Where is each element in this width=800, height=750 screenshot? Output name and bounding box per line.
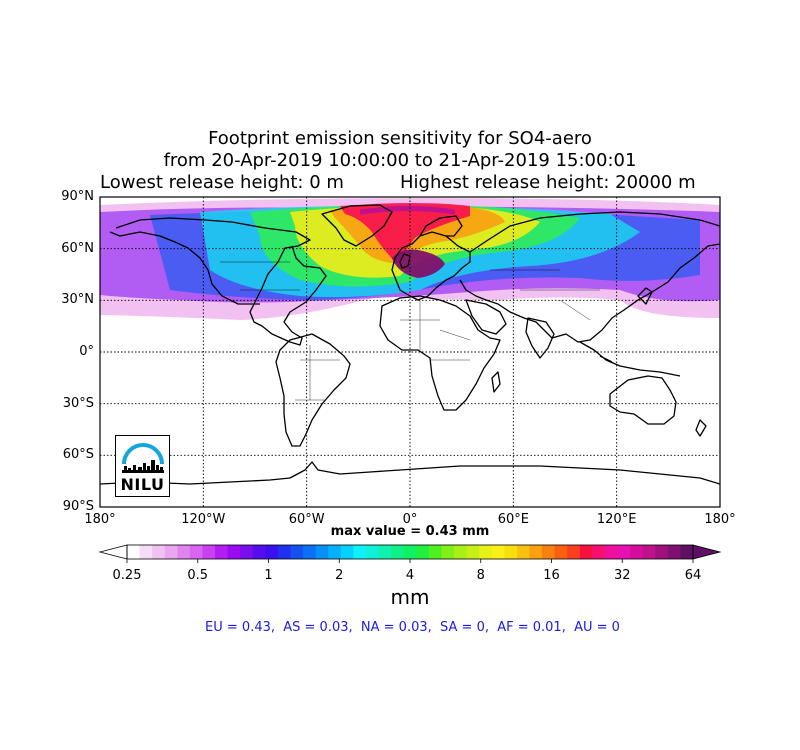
country-borders (220, 261, 600, 401)
title-line-1: Footprint emission sensitivity for SO4-a… (208, 128, 592, 149)
map-frame (99, 196, 721, 508)
border-asia-1 (490, 269, 600, 321)
colorbar-tick-label: 4 (405, 568, 415, 583)
colorbar-tick-label: 32 (613, 568, 631, 583)
longitude-label: 180° (704, 512, 736, 527)
border-africa-1 (400, 300, 471, 361)
greenland-outline (321, 204, 393, 247)
latitude-label: 60°N (61, 240, 94, 256)
longitude-label: 180° (84, 512, 116, 527)
uk-outline (399, 253, 411, 269)
japan-outline (637, 287, 653, 305)
new-zealand-outline (695, 419, 707, 437)
colorbar-unit-label: mm (390, 585, 430, 609)
southeast-asia-outline (579, 341, 681, 377)
plume-band-red (340, 203, 470, 262)
longitude-label: 0° (402, 512, 418, 527)
latitude-label: 60°S (62, 447, 94, 463)
colorbar-tick-label: 1 (264, 568, 273, 583)
madagascar-outline (491, 371, 501, 393)
longitude-label: 60°W (288, 512, 325, 527)
south-america-outline (275, 333, 351, 447)
nilu-logo-text: NILU (120, 475, 165, 494)
colorbar-tick-label: 16 (543, 568, 560, 583)
latitude-label: 90°S (62, 499, 94, 514)
latitude-label: 90°N (61, 189, 94, 204)
colorbar-tick-label: 0.25 (112, 568, 142, 583)
north-america-outline (109, 217, 327, 346)
title-lowest-release: Lowest release height: 0 m (100, 172, 344, 193)
nilu-logo: NILU (115, 435, 170, 497)
asia-outline (459, 211, 720, 343)
colorbar-tick-label: 0.5 (187, 568, 209, 583)
regional-summary: EU = 0.43, AS = 0.03, NA = 0.03, SA = 0,… (205, 620, 620, 635)
latitude-label: 30°S (62, 395, 94, 411)
nilu-logo-graphic (122, 443, 164, 473)
colorbar-tick-label: 8 (476, 568, 485, 583)
plume-core (392, 249, 445, 278)
max-value-label: max value = 0.43 mm (330, 524, 490, 539)
title-highest-release: Highest release height: 20000 m (400, 172, 696, 193)
gridlines (100, 197, 720, 507)
nilu-skyline-icon (122, 460, 164, 473)
plume-core-arc (359, 206, 456, 215)
india-outline (525, 317, 555, 359)
nilu-arc-icon (122, 443, 164, 465)
colorbar-tick-label: 2 (335, 568, 344, 583)
colorbar-tick-label: 64 (684, 568, 702, 583)
africa-outline (379, 295, 501, 411)
australia-outline (609, 375, 677, 425)
title-line-2: from 20-Apr-2019 10:00:00 to 21-Apr-2019… (163, 150, 637, 171)
coastlines (100, 204, 720, 485)
border-south-america-1 (295, 345, 340, 401)
latitude-label: 0° (79, 344, 94, 359)
emission-sensitivity-field (100, 198, 720, 320)
longitude-label: 60°E (497, 512, 529, 527)
europe-outline (391, 231, 471, 301)
latitude-label: 30°N (61, 292, 94, 308)
scandinavia-outline (419, 215, 463, 237)
longitude-label: 120°W (181, 512, 226, 527)
arabia-outline (465, 299, 507, 335)
border-north-america-1 (220, 261, 300, 291)
longitude-label: 120°E (596, 512, 637, 527)
